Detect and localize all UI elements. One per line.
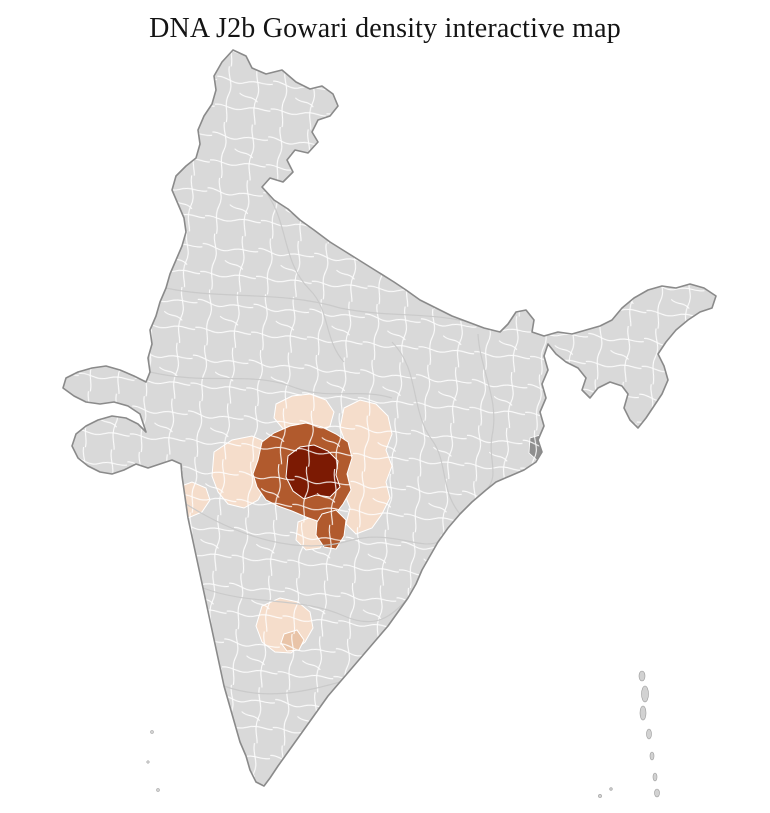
island[interactable]	[156, 788, 160, 792]
island[interactable]	[639, 705, 647, 721]
island[interactable]	[652, 772, 658, 782]
page-title: DNA J2b Gowari density interactive map	[149, 13, 621, 44]
island[interactable]	[638, 670, 646, 682]
island[interactable]	[649, 751, 655, 761]
map-container	[0, 45, 770, 803]
india-map-svg[interactable]	[0, 45, 770, 803]
island[interactable]	[146, 760, 150, 764]
andaman-islands[interactable]	[598, 670, 660, 798]
island[interactable]	[641, 685, 649, 703]
state-borders	[149, 186, 501, 695]
district-lines-overlay	[63, 50, 716, 786]
island[interactable]	[609, 787, 613, 791]
island[interactable]	[654, 788, 660, 798]
lakshadweep-islands[interactable]	[146, 730, 160, 792]
island[interactable]	[598, 794, 602, 798]
island[interactable]	[646, 728, 652, 740]
island[interactable]	[150, 730, 154, 734]
